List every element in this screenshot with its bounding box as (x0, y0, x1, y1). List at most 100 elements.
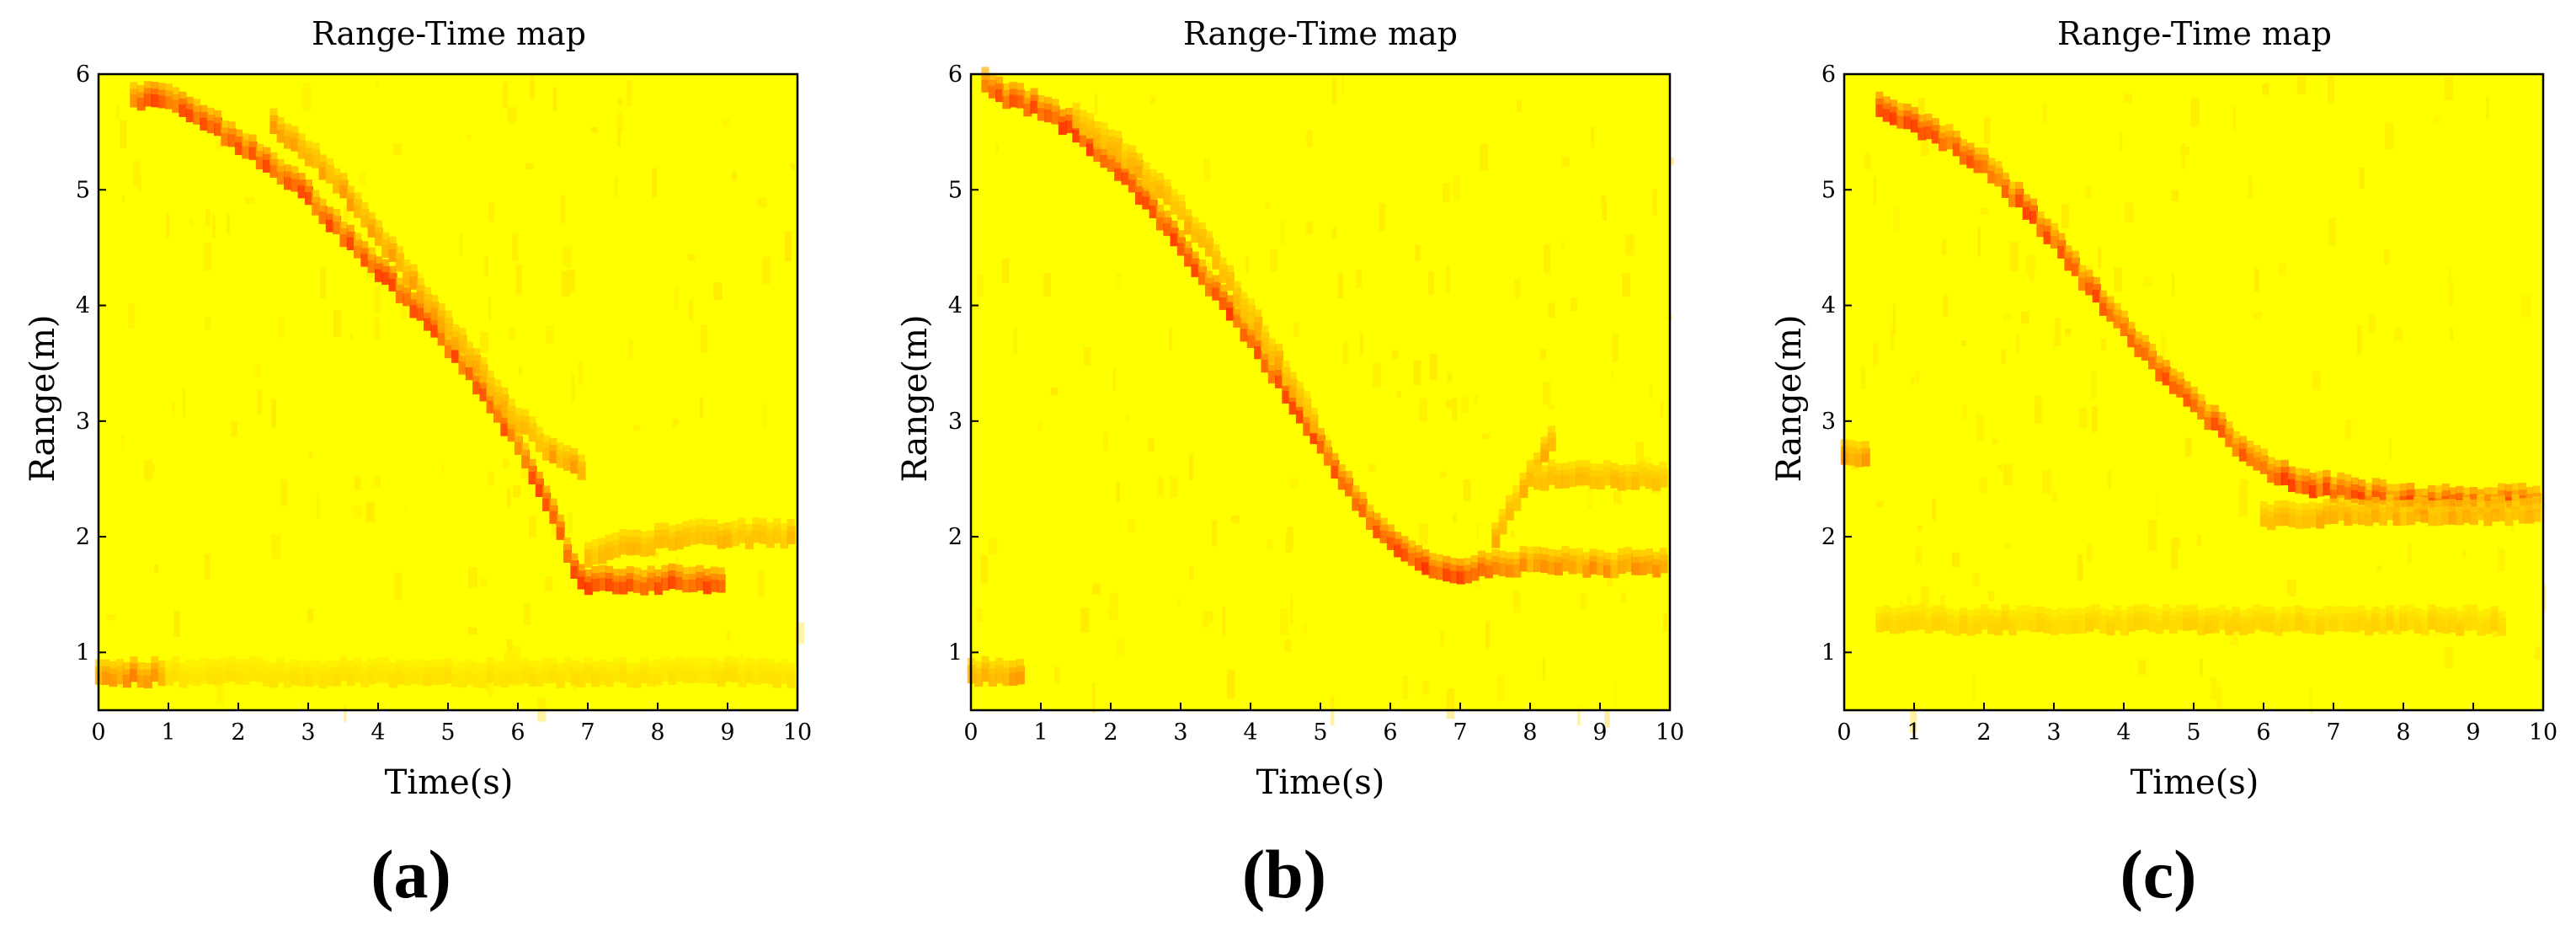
heat-cell (354, 192, 362, 206)
heat-cell (2106, 617, 2115, 636)
heat-cell (2274, 467, 2283, 486)
heat-cell (1994, 610, 2003, 623)
heat-cell (723, 655, 732, 669)
heat-cell (2036, 606, 2045, 619)
heat-cell (465, 348, 474, 367)
heat-cell (988, 661, 996, 674)
heat-cell (1973, 147, 1981, 161)
heat-cell (1155, 211, 1165, 231)
heat-cell (1394, 532, 1402, 545)
heat-cell (1184, 241, 1192, 254)
heat-cell (731, 664, 740, 683)
heat-cell (1051, 105, 1060, 125)
heat-cell (2008, 609, 2017, 623)
heat-cell (1603, 460, 1612, 473)
heat-cell (2420, 610, 2429, 623)
heat-cell (1980, 147, 1988, 161)
heat-cell (2071, 615, 2080, 634)
noise-cell (1203, 158, 1211, 181)
heat-cell (1659, 468, 1668, 488)
noise-cell (1612, 333, 1619, 362)
noise-cell (2138, 659, 2147, 676)
heat-cell (744, 530, 754, 549)
noise-cell (107, 614, 115, 621)
heat-cell (1917, 611, 1927, 630)
heat-cell (255, 151, 264, 170)
heat-cell (1400, 543, 1410, 562)
heat-cell (130, 88, 139, 108)
noise-cell (1368, 463, 1376, 473)
heat-cell (2127, 322, 2136, 335)
heat-cell (2253, 452, 2262, 471)
heat-cell (549, 657, 557, 671)
heat-cell (521, 449, 531, 468)
noise-cell (216, 141, 222, 149)
noise-cell (1128, 520, 1135, 532)
noise-cell (1293, 321, 1300, 338)
heat-cell (1659, 462, 1667, 475)
noise-cell (1561, 157, 1571, 167)
heat-cell (1093, 143, 1102, 163)
noise-cell (1402, 675, 1409, 700)
heat-cell (591, 539, 600, 553)
heat-cell (2511, 501, 2520, 521)
heat-cell (738, 668, 747, 687)
heat-cell (430, 666, 440, 685)
heat-cell (1589, 548, 1597, 562)
heat-cell (1246, 329, 1256, 349)
heat-cell (1617, 548, 1625, 561)
heat-cell (388, 272, 397, 291)
heat-cell (1261, 332, 1270, 351)
noise-cell (1341, 75, 1345, 96)
noise-cell (2521, 295, 2531, 318)
heat-cell (255, 656, 264, 670)
noise-cell (2171, 272, 2175, 296)
heat-cell (521, 665, 531, 684)
heat-cell (500, 417, 509, 436)
heat-cell (1394, 538, 1403, 558)
heat-cell (1009, 82, 1017, 95)
heat-cell (1973, 615, 1982, 634)
x-tick-label: 8 (650, 719, 664, 746)
heat-cell (451, 661, 460, 675)
heat-cell (1512, 492, 1522, 511)
heat-cell (2329, 606, 2338, 619)
heat-cell (1547, 459, 1555, 473)
heat-cell (1561, 469, 1571, 489)
heat-cell (2371, 497, 2380, 511)
heat-cell (668, 659, 676, 672)
x-tick-label: 2 (1976, 719, 1991, 746)
noise-cell (700, 324, 708, 353)
heat-cell (2092, 611, 2101, 629)
heat-cell (1415, 545, 1423, 559)
noise-cell (1285, 533, 1292, 554)
heat-cell (1261, 354, 1270, 373)
noise-cell (2143, 276, 2152, 287)
noise-cell (2312, 371, 2321, 390)
heat-cell (2483, 500, 2492, 514)
heat-cell (1945, 124, 1954, 137)
heat-cell (787, 669, 796, 688)
noise-cell (1942, 238, 1947, 255)
heat-cell (2015, 181, 2024, 195)
heat-cell (2267, 511, 2276, 531)
heat-cell (1994, 161, 2003, 174)
heat-cell (1519, 553, 1528, 572)
heat-cell (1316, 435, 1325, 454)
noise-cell (2407, 542, 2412, 564)
noise-cell (307, 608, 314, 623)
heat-cell (179, 662, 187, 676)
heat-cell (2371, 606, 2380, 619)
heat-cell (514, 660, 522, 673)
heat-cell (738, 517, 746, 531)
noise-cell (2444, 77, 2453, 100)
heat-cell (535, 661, 543, 674)
heat-cell (1267, 357, 1276, 371)
noise-cell (2171, 190, 2179, 201)
heat-cell (2148, 350, 2157, 370)
heat-cell (1233, 302, 1241, 315)
heat-cell (2358, 605, 2366, 618)
heat-cell (2197, 609, 2205, 623)
heat-cell (1331, 460, 1340, 479)
heat-cell (2532, 503, 2541, 522)
